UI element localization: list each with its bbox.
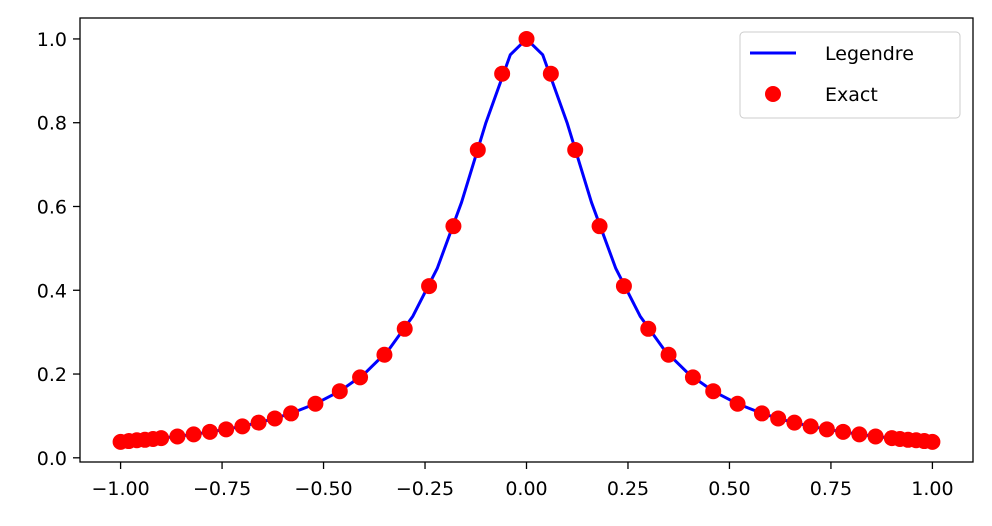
x-tick-label: −0.25: [396, 478, 454, 500]
exact-point: [660, 346, 677, 363]
exact-point: [835, 423, 852, 440]
exact-point: [376, 346, 393, 363]
exact-point: [705, 383, 722, 400]
exact-point: [924, 433, 941, 450]
exact-point: [266, 410, 283, 427]
x-tick-label: 0.75: [810, 478, 852, 500]
x-axis: −1.00 −0.75 −0.50 −0.25 0.00 0.25 0.50 0.75 1.00: [91, 462, 954, 500]
exact-point: [307, 395, 324, 412]
exact-point: [234, 418, 251, 435]
exact-point: [786, 414, 803, 431]
exact-point: [218, 421, 235, 438]
exact-point: [818, 421, 835, 438]
exact-point: [469, 141, 486, 158]
legend: Legendre Exact: [739, 31, 961, 119]
x-tick-label: 0.25: [607, 478, 649, 500]
exact-point: [684, 369, 701, 386]
exact-point: [591, 218, 608, 235]
exact-point: [567, 141, 584, 158]
exact-point: [445, 218, 462, 235]
exact-point: [753, 405, 770, 422]
x-tick-label: 1.00: [911, 478, 953, 500]
exact-point: [851, 426, 868, 443]
x-tick-label: −1.00: [91, 478, 149, 500]
x-tick-label: 0.00: [505, 478, 547, 500]
exact-point: [867, 428, 884, 445]
exact-point: [283, 405, 300, 422]
exact-point: [640, 320, 657, 337]
exact-point: [250, 414, 267, 431]
y-tick-label: 0.4: [37, 280, 67, 302]
y-tick-label: 1.0: [37, 29, 67, 51]
y-tick-label: 0.0: [37, 448, 67, 470]
y-axis: 0.0 0.2 0.4 0.6 0.8 1.0: [37, 29, 80, 470]
exact-point: [518, 30, 535, 47]
exact-point: [729, 395, 746, 412]
x-tick-label: −0.75: [193, 478, 251, 500]
exact-point: [802, 418, 819, 435]
exact-point: [185, 426, 202, 443]
legend-label-exact: Exact: [825, 84, 878, 106]
y-tick-label: 0.2: [37, 364, 67, 386]
exact-point: [421, 278, 438, 295]
legend-label-legendre: Legendre: [825, 43, 914, 65]
exact-point: [352, 369, 369, 386]
x-tick-label: 0.50: [708, 478, 750, 500]
exact-point: [201, 423, 218, 440]
legend-marker-swatch: [765, 86, 781, 102]
exact-point: [396, 320, 413, 337]
y-tick-label: 0.6: [37, 196, 67, 218]
exact-point: [153, 430, 170, 447]
exact-point: [331, 383, 348, 400]
exact-point: [615, 278, 632, 295]
exact-point: [169, 428, 186, 445]
exact-point: [542, 65, 559, 82]
exact-point: [494, 65, 511, 82]
series-layer: [112, 30, 941, 450]
exact-point: [770, 410, 787, 427]
y-tick-label: 0.8: [37, 113, 67, 135]
x-tick-label: −0.50: [294, 478, 352, 500]
